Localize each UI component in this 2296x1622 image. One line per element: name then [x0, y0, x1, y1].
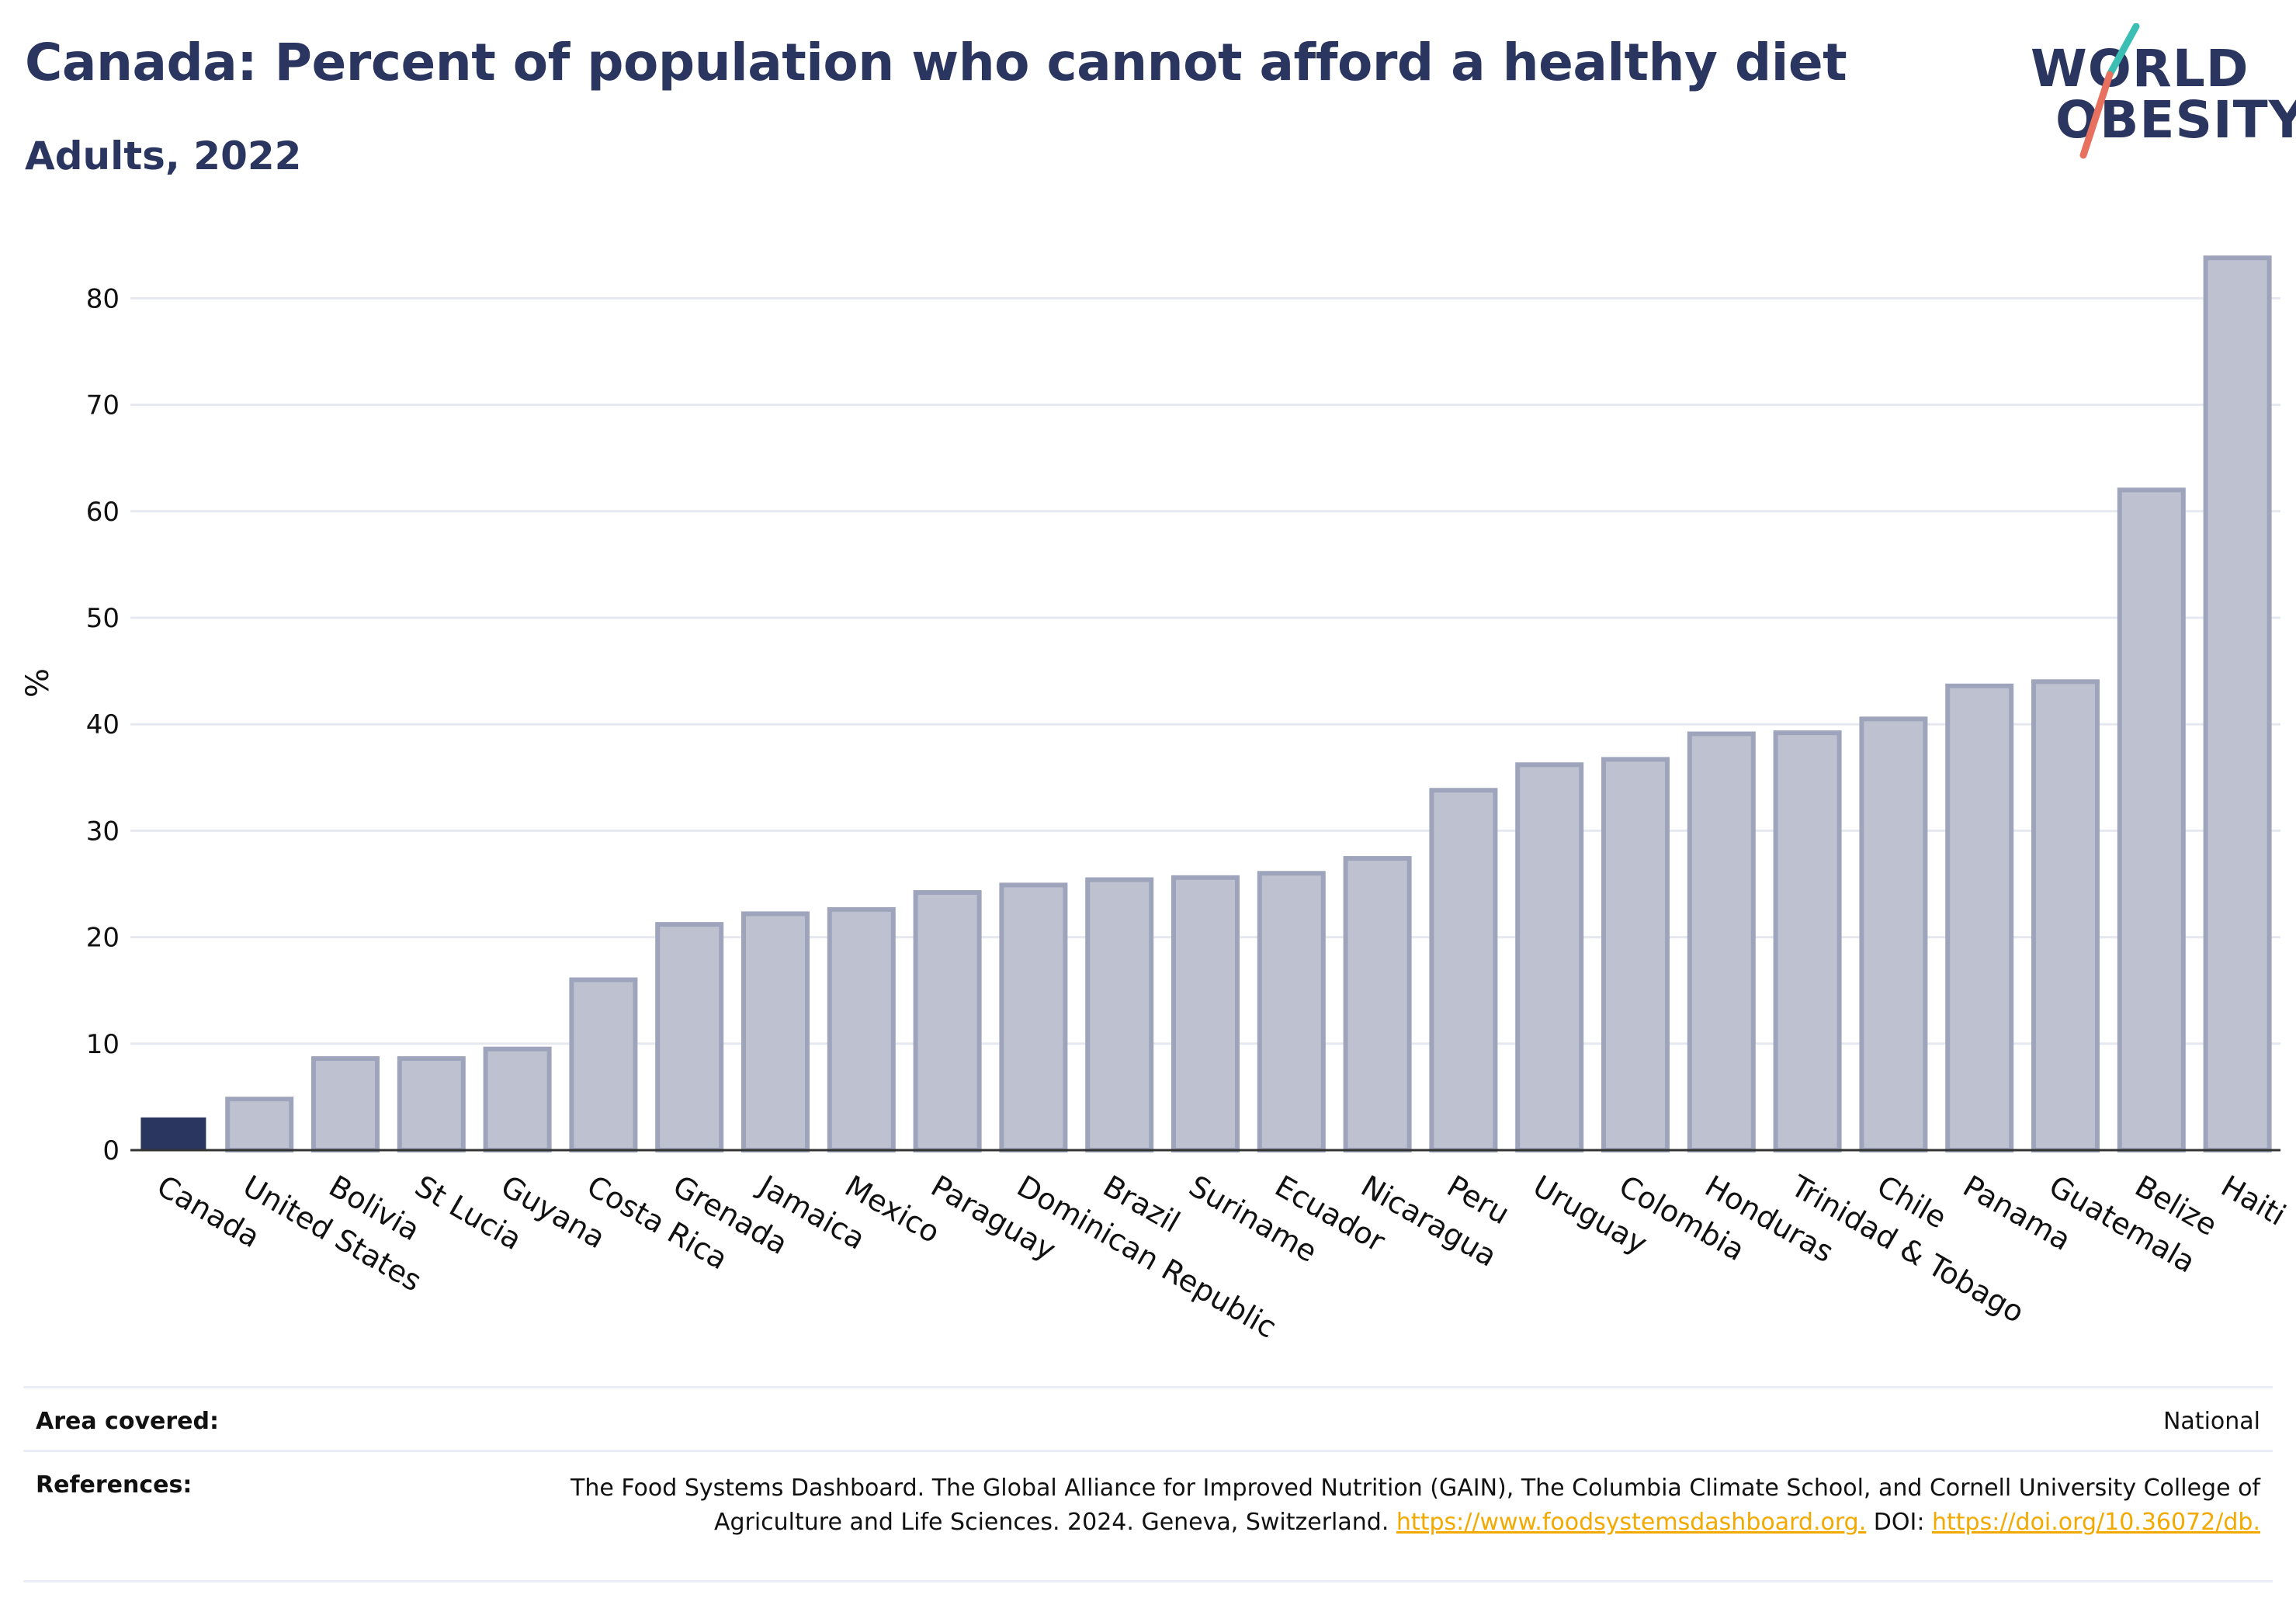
bar-brazil[interactable]	[1085, 877, 1154, 1152]
bar-suriname[interactable]	[1171, 875, 1240, 1152]
y-axis-ticks: 0 10 20 30 40 50 60 70 80	[86, 283, 120, 1166]
y-axis-label: %	[20, 668, 56, 698]
y-tick-label: 10	[86, 1029, 120, 1060]
bar-dominican-republic[interactable]	[999, 882, 1068, 1152]
logo-line-world: WORLD	[2031, 39, 2249, 99]
footer-divider-middle	[23, 1450, 2273, 1452]
references-label: References:	[36, 1471, 192, 1499]
references-link-doi[interactable]: https://doi.org/10.36072/db.	[1932, 1509, 2260, 1536]
bar-chile[interactable]	[1859, 716, 1928, 1152]
y-tick-label: 20	[86, 923, 120, 954]
bar-grenada[interactable]	[655, 922, 724, 1152]
y-tick-label: 80	[86, 283, 120, 314]
world-obesity-logo: WORLD OBESITY	[2018, 23, 2296, 163]
area-covered-label: Area covered:	[36, 1408, 219, 1435]
bar-jamaica[interactable]	[741, 911, 810, 1153]
y-tick-label: 70	[86, 390, 120, 421]
references-text: The Food Systems Dashboard. The Global A…	[529, 1471, 2260, 1540]
references-body: The Food Systems Dashboard. The Global A…	[571, 1475, 2260, 1536]
bar-st-lucia[interactable]	[397, 1056, 466, 1153]
bar-united-states[interactable]	[225, 1097, 294, 1153]
bar-colombia[interactable]	[1601, 757, 1670, 1152]
bar-uruguay[interactable]	[1515, 762, 1584, 1152]
bar-honduras[interactable]	[1687, 731, 1756, 1152]
bars	[140, 255, 2272, 1153]
bar-bolivia[interactable]	[311, 1056, 380, 1153]
bar-haiti[interactable]	[2203, 255, 2272, 1152]
bar-belize[interactable]	[2117, 487, 2186, 1152]
bar-ecuador[interactable]	[1257, 871, 1326, 1153]
y-tick-label: 0	[102, 1135, 120, 1166]
y-tick-label: 60	[86, 497, 120, 528]
bar-peru[interactable]	[1429, 788, 1498, 1152]
area-covered-value: National	[2162, 1408, 2260, 1435]
x-tick-label: Haiti	[2215, 1169, 2291, 1232]
y-tick-label: 30	[86, 816, 120, 847]
bar-nicaragua[interactable]	[1343, 856, 1412, 1153]
footer-divider-top	[23, 1386, 2273, 1388]
y-tick-label: 50	[86, 603, 120, 634]
logo-slash-icon	[2079, 23, 2140, 159]
chart-subtitle: Adults, 2022	[25, 133, 302, 178]
references-doi-label: DOI:	[1873, 1509, 1925, 1536]
footer-divider-bottom	[23, 1580, 2273, 1582]
bar-trinidad-tobago[interactable]	[1773, 730, 1842, 1152]
bar-guyana[interactable]	[483, 1046, 552, 1153]
references-link-dashboard[interactable]: https://www.foodsystemsdashboard.org.	[1396, 1509, 1867, 1536]
bar-costa-rica[interactable]	[569, 977, 638, 1152]
bar-canada[interactable]	[140, 1117, 206, 1151]
y-tick-label: 40	[86, 709, 120, 740]
bar-paraguay[interactable]	[913, 889, 982, 1152]
bar-guatemala[interactable]	[2031, 679, 2100, 1152]
bar-mexico[interactable]	[827, 906, 896, 1152]
bar-panama[interactable]	[1945, 683, 2014, 1152]
chart-title: Canada: Percent of population who cannot…	[25, 33, 1847, 92]
